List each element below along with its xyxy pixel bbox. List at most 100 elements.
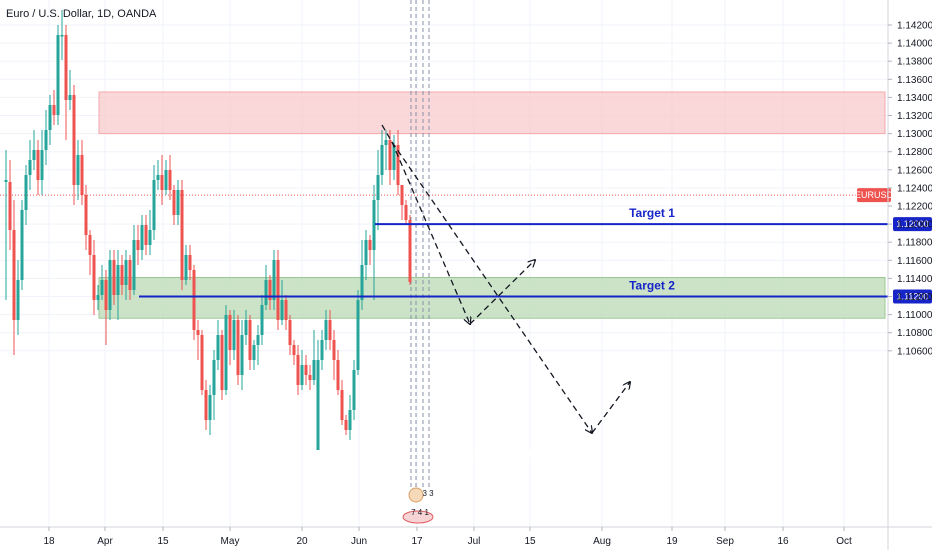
candle[interactable] xyxy=(96,285,100,310)
candle[interactable] xyxy=(88,230,92,275)
event-badge-bottom[interactable] xyxy=(402,510,434,524)
candle[interactable] xyxy=(24,165,28,225)
candle[interactable] xyxy=(328,310,332,350)
candle[interactable] xyxy=(340,380,344,425)
candle[interactable] xyxy=(208,385,212,435)
projection-arrow[interactable] xyxy=(391,141,470,324)
candle[interactable] xyxy=(216,320,220,370)
price-axis[interactable]: 1.14200 1.14000 1.13800 1.13600 1.13400 1.132… xyxy=(888,21,932,358)
candle[interactable] xyxy=(156,160,160,190)
candle[interactable] xyxy=(188,245,192,280)
candle[interactable] xyxy=(320,330,324,370)
candle[interactable] xyxy=(248,315,252,370)
candle[interactable] xyxy=(232,310,236,360)
candle[interactable] xyxy=(376,150,380,230)
candle[interactable] xyxy=(212,350,216,420)
projection-arrow[interactable] xyxy=(381,124,393,143)
candle[interactable] xyxy=(172,185,176,225)
target-lines-layer[interactable]: Target 1 1.12000 Target 2 1.11200 EURUSD xyxy=(139,188,932,304)
candle[interactable] xyxy=(124,250,128,300)
candle[interactable] xyxy=(36,140,40,195)
candle[interactable] xyxy=(220,330,224,400)
candle[interactable] xyxy=(164,160,168,195)
candle[interactable] xyxy=(336,350,340,395)
candle[interactable] xyxy=(48,95,52,145)
candle[interactable] xyxy=(40,130,44,195)
candle[interactable] xyxy=(264,265,268,310)
candle[interactable] xyxy=(160,155,164,205)
candle[interactable] xyxy=(236,315,240,385)
candle[interactable] xyxy=(184,245,188,285)
candle[interactable] xyxy=(16,260,20,335)
candle[interactable] xyxy=(200,330,204,395)
projection-arrows-layer[interactable] xyxy=(381,124,630,434)
candle[interactable] xyxy=(112,250,116,305)
candle[interactable] xyxy=(356,290,360,375)
candle[interactable] xyxy=(300,350,304,390)
candles-layer[interactable] xyxy=(4,10,412,450)
candle[interactable] xyxy=(252,340,256,370)
candle[interactable] xyxy=(140,215,144,260)
candle[interactable] xyxy=(380,130,384,185)
candle[interactable] xyxy=(20,200,24,290)
candle[interactable] xyxy=(304,355,308,385)
candle[interactable] xyxy=(384,130,388,170)
candle[interactable] xyxy=(368,235,372,265)
candle[interactable] xyxy=(116,250,120,320)
candle[interactable] xyxy=(284,295,288,330)
candle[interactable] xyxy=(100,265,104,300)
candle[interactable] xyxy=(332,330,336,380)
candle[interactable] xyxy=(44,110,48,165)
candle[interactable] xyxy=(404,200,408,225)
candle[interactable] xyxy=(60,10,64,60)
candle[interactable] xyxy=(192,265,196,340)
candle[interactable] xyxy=(8,160,12,250)
candle[interactable] xyxy=(28,140,32,190)
candle[interactable] xyxy=(204,380,208,430)
candle[interactable] xyxy=(80,140,84,205)
candle[interactable] xyxy=(296,345,300,395)
candle[interactable] xyxy=(316,340,320,450)
candle[interactable] xyxy=(196,320,200,360)
candle[interactable] xyxy=(408,215,412,285)
candle[interactable] xyxy=(12,200,16,355)
candle[interactable] xyxy=(280,280,284,325)
candle[interactable] xyxy=(168,155,172,200)
projection-arrow[interactable] xyxy=(469,260,535,325)
candle[interactable] xyxy=(272,250,276,310)
support-zone[interactable] xyxy=(98,276,886,319)
candle[interactable] xyxy=(256,325,260,365)
candle[interactable] xyxy=(312,330,316,385)
candle[interactable] xyxy=(148,210,152,255)
candle[interactable] xyxy=(392,135,396,180)
candle[interactable] xyxy=(228,310,232,365)
candle[interactable] xyxy=(120,255,124,295)
candle[interactable] xyxy=(52,90,56,125)
resistance-zone[interactable] xyxy=(98,91,886,135)
candle[interactable] xyxy=(132,225,136,295)
candle[interactable] xyxy=(400,185,404,220)
candle[interactable] xyxy=(348,395,352,440)
candle[interactable] xyxy=(240,320,244,390)
candle[interactable] xyxy=(324,310,328,350)
candle[interactable] xyxy=(104,270,108,345)
candle[interactable] xyxy=(268,275,272,310)
candle[interactable] xyxy=(364,230,368,280)
candle[interactable] xyxy=(152,165,156,240)
candle[interactable] xyxy=(308,365,312,390)
candle[interactable] xyxy=(108,250,112,320)
candle[interactable] xyxy=(352,360,356,420)
candle[interactable] xyxy=(224,305,228,395)
projection-arrow[interactable] xyxy=(591,382,630,434)
candle[interactable] xyxy=(84,185,88,250)
candle[interactable] xyxy=(360,240,364,310)
candle[interactable] xyxy=(180,180,184,290)
event-badge-top[interactable] xyxy=(408,487,424,503)
candle[interactable] xyxy=(72,85,76,205)
candle[interactable] xyxy=(344,415,348,435)
candle[interactable] xyxy=(388,130,392,185)
candle[interactable] xyxy=(64,25,68,140)
projection-arrow[interactable] xyxy=(391,141,592,433)
candle[interactable] xyxy=(56,25,60,125)
